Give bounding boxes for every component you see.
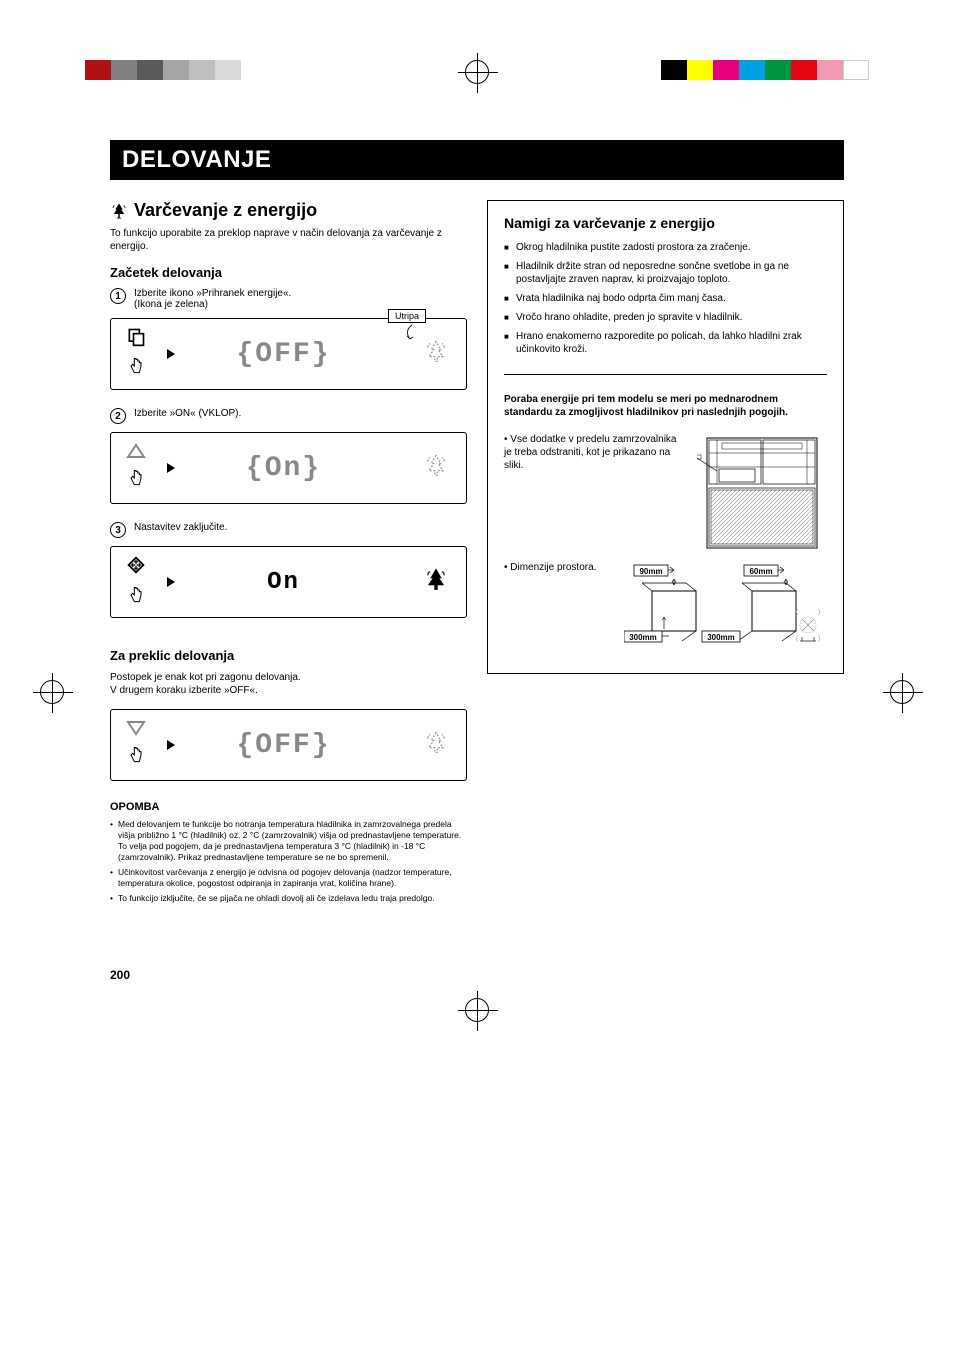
- tip-item: Okrog hladilnika pustite zadosti prostor…: [504, 241, 827, 254]
- registration-mark: [465, 60, 489, 84]
- display-value: {On}: [246, 453, 321, 484]
- display-panel-cancel: {OFF}: [110, 709, 467, 781]
- divider: [504, 374, 827, 375]
- step-number: 2: [110, 408, 126, 424]
- condition-1: • Vse dodatke v predelu zamrzovalnika je…: [504, 433, 827, 553]
- swatch: [713, 60, 739, 80]
- color-bar-left: [85, 60, 241, 80]
- step-text: Nastavitev zaključite.: [134, 522, 227, 533]
- display-panel: {On}: [110, 432, 467, 504]
- start-heading: Začetek delovanja: [110, 265, 467, 280]
- tips-box: Namigi za varčevanje z energijo Okrog hl…: [487, 200, 844, 674]
- tip-item: Hrano enakomerno razporedite po policah,…: [504, 330, 827, 356]
- condition-2-text: Dimenzije prostora.: [510, 562, 596, 573]
- eco-tree-icon: [422, 338, 450, 371]
- step-number: 1: [110, 288, 126, 304]
- section-title-text: Varčevanje z energijo: [134, 200, 317, 221]
- swatch: [843, 60, 869, 80]
- hand-tap-icon: [126, 356, 146, 381]
- arrow-right-icon: [167, 577, 175, 587]
- chapter-title: DELOVANJE: [110, 140, 844, 180]
- eco-tree-dotted-icon: [422, 729, 450, 762]
- section-heading: Varčevanje z energijo: [110, 200, 467, 221]
- step-number: 3: [110, 522, 126, 538]
- display-value: {OFF}: [236, 339, 330, 370]
- dim-top-right: 60mm: [749, 567, 772, 576]
- note-heading: OPOMBA: [110, 801, 467, 813]
- swatch: [215, 60, 241, 80]
- swatch: [111, 60, 137, 80]
- swatch: [661, 60, 687, 80]
- registration-mark: [890, 680, 914, 704]
- hand-tap-icon: [126, 585, 146, 610]
- note-item: Med delovanjem te funkcije bo notranja t…: [110, 819, 467, 863]
- flicker-label: Utripa: [388, 309, 426, 323]
- eco-tree-icon: [110, 202, 128, 220]
- registration-mark: [465, 998, 489, 1022]
- tip-item: Hladilnik držite stran od neposredne son…: [504, 260, 827, 286]
- up-triangle-icon: [126, 443, 146, 464]
- note-list: Med delovanjem te funkcije bo notranja t…: [110, 819, 467, 904]
- page-content: DELOVANJE Varčevanje z energijo To funkc…: [0, 0, 954, 1042]
- dim-bottom-left: 300mm: [629, 633, 657, 642]
- swatch: [189, 60, 215, 80]
- arrow-right-icon: [167, 349, 175, 359]
- display-value: {OFF}: [236, 730, 330, 761]
- step-text: Izberite »ON« (VKLOP).: [134, 408, 241, 419]
- swatch: [791, 60, 817, 80]
- left-column: Varčevanje z energijo To funkcijo uporab…: [110, 200, 467, 908]
- tips-sub: Poraba energije pri tem modelu se meri p…: [504, 393, 827, 419]
- swatch: [817, 60, 843, 80]
- intro-text: To funkcijo uporabite za preklop naprave…: [110, 227, 467, 253]
- page-number: 200: [110, 968, 844, 982]
- registration-mark: [40, 680, 64, 704]
- color-bar-right: [661, 60, 869, 80]
- arrow-right-icon: [167, 740, 175, 750]
- swatch: [765, 60, 791, 80]
- hand-tap-icon: [126, 745, 146, 770]
- flicker-arrow: [402, 323, 432, 341]
- display-panel: On: [110, 546, 467, 618]
- dim-top-left: 90mm: [639, 567, 662, 576]
- step: 2 Izberite »ON« (VKLOP).: [110, 408, 467, 424]
- swatch: [687, 60, 713, 80]
- tips-list: Okrog hladilnika pustite zadosti prostor…: [504, 241, 827, 356]
- dimension-diagram: 90mm 300mm: [624, 561, 824, 651]
- cancel-text: Postopek je enak kot pri zagonu delovanj…: [110, 671, 467, 697]
- condition-1-text: Vse dodatke v predelu zamrzovalnika je t…: [504, 434, 676, 471]
- display-panel: {OFF}Utripa: [110, 318, 467, 390]
- eco-tree-icon: [422, 452, 450, 485]
- swatch: [163, 60, 189, 80]
- note-item: Učinkovitost varčevanja z energijo je od…: [110, 867, 467, 889]
- step-text: Izberite ikono »Prihranek energije«. (Ik…: [134, 288, 291, 310]
- swatch: [137, 60, 163, 80]
- fridge-diagram: [697, 433, 827, 553]
- down-triangle-icon: [126, 720, 146, 741]
- hand-tap-icon: [126, 468, 146, 493]
- condition-2: • Dimenzije prostora. 90mm: [504, 561, 827, 651]
- diamond-arrows-icon: [125, 554, 147, 581]
- eco-tree-icon: [422, 566, 450, 599]
- swatch: [739, 60, 765, 80]
- swatch: [85, 60, 111, 80]
- copy-icon: [125, 327, 147, 352]
- tip-item: Vročo hrano ohladite, preden jo spravite…: [504, 311, 827, 324]
- display-value: On: [267, 569, 300, 596]
- right-column: Namigi za varčevanje z energijo Okrog hl…: [487, 200, 844, 908]
- note-item: To funkcijo izključite, če se pijača ne …: [110, 893, 467, 904]
- tips-title: Namigi za varčevanje z energijo: [504, 215, 827, 231]
- tip-item: Vrata hladilnika naj bodo odprta čim man…: [504, 292, 827, 305]
- step: 3 Nastavitev zaključite.: [110, 522, 467, 538]
- cancel-heading: Za preklic delovanja: [110, 648, 467, 663]
- dim-bottom-right: 300mm: [707, 633, 735, 642]
- arrow-right-icon: [167, 463, 175, 473]
- step: 1 Izberite ikono »Prihranek energije«. (I…: [110, 288, 467, 310]
